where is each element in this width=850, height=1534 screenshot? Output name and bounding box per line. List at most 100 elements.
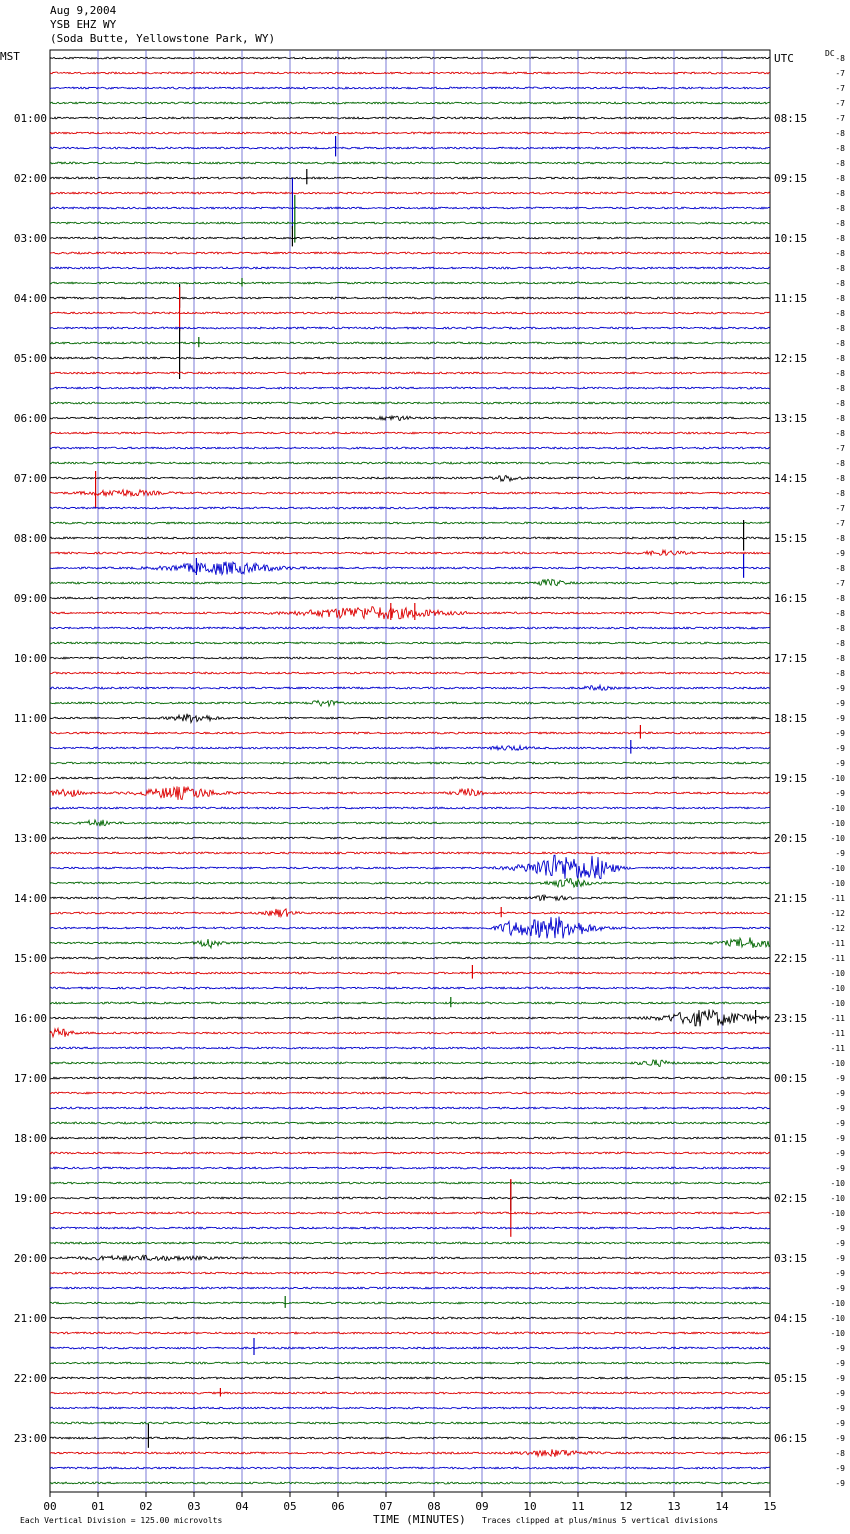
dc-offset-label: -9: [835, 1119, 845, 1128]
trace-20: [49, 356, 771, 360]
hour-label-right: 11:15: [774, 292, 807, 305]
dc-offset-label: -9: [835, 1389, 845, 1398]
dc-offset-label: -8: [835, 624, 845, 633]
hour-label-right: 02:15: [774, 1192, 807, 1205]
trace-89: [49, 1391, 771, 1395]
trace-1: [49, 71, 771, 75]
x-axis-title: TIME (MINUTES): [373, 1513, 466, 1526]
trace-69: [49, 1091, 771, 1095]
x-tick-label: 09: [475, 1500, 488, 1513]
trace-64: [49, 1009, 771, 1027]
trace-9: [49, 191, 771, 195]
trace-78: [49, 1226, 771, 1230]
trace-22: [49, 386, 771, 390]
trace-43: [49, 699, 771, 708]
dc-offset-label: -12: [831, 909, 846, 918]
dc-offset-label: -8: [835, 639, 845, 648]
dc-offset-label: -8: [835, 669, 845, 678]
dc-offset-label: -8: [835, 384, 845, 393]
dc-offset-label: -8: [835, 354, 845, 363]
trace-3: [49, 101, 771, 105]
hour-label-right: UTC: [774, 52, 794, 65]
trace-70: [49, 1106, 771, 1110]
trace-91: [49, 1421, 771, 1425]
dc-offset-label: -8: [835, 174, 845, 183]
hour-label-left: 20:00: [14, 1252, 47, 1265]
trace-32: [49, 536, 770, 540]
hour-label-left: 12:00: [14, 772, 47, 785]
dc-offset-label: -10: [831, 1329, 846, 1338]
trace-33: [49, 548, 771, 557]
trace-37: [49, 606, 771, 620]
trace-21: [49, 371, 770, 375]
trace-36: [49, 596, 771, 600]
trace-7: [49, 161, 771, 165]
dc-offset-label: -9: [835, 1404, 845, 1413]
trace-66: [49, 1046, 771, 1050]
trace-19: [49, 341, 771, 345]
trace-52: [50, 836, 771, 840]
hour-label-right: 21:15: [774, 892, 807, 905]
trace-65: [49, 1026, 771, 1039]
dc-offset-label: -8: [835, 264, 845, 273]
hour-label-right: 03:15: [774, 1252, 807, 1265]
hour-label-left: 18:00: [14, 1132, 47, 1145]
trace-54: [49, 854, 771, 880]
dc-offset-label: -8: [835, 399, 845, 408]
dc-offset-label: -8: [835, 429, 845, 438]
trace-61: [49, 971, 771, 975]
hour-label-right: 23:15: [774, 1012, 807, 1025]
trace-82: [49, 1286, 771, 1290]
hour-label-right: 13:15: [774, 412, 807, 425]
dc-offset-label: -11: [831, 1014, 846, 1023]
dc-offset-label: -8: [835, 204, 845, 213]
header-date: Aug 9,2004: [50, 4, 117, 17]
trace-25: [49, 431, 771, 435]
dc-offset-label: -8: [835, 234, 845, 243]
trace-85: [49, 1331, 771, 1335]
dc-offset-label: -10: [831, 774, 846, 783]
dc-label: DC: [825, 49, 835, 58]
trace-46: [49, 744, 770, 752]
plot-frame: [49, 49, 771, 1493]
trace-47: [49, 761, 771, 765]
dc-offset-label: -8: [835, 324, 845, 333]
x-tick-label: 06: [331, 1500, 344, 1513]
dc-offset-label: -8: [835, 564, 845, 573]
trace-48: [49, 776, 771, 780]
hour-label-left: 15:00: [14, 952, 47, 965]
trace-63: [49, 1001, 770, 1005]
x-tick-label: 13: [667, 1500, 680, 1513]
trace-72: [49, 1136, 770, 1140]
trace-42: [49, 683, 771, 692]
x-tick-label: 03: [187, 1500, 200, 1513]
trace-44: [49, 713, 771, 725]
hour-label-right: 01:15: [774, 1132, 807, 1145]
dc-offset-label: -7: [835, 69, 845, 78]
dc-offset-label: -8: [835, 144, 845, 153]
x-tick-label: 01: [91, 1500, 104, 1513]
dc-offset-label: -9: [835, 549, 845, 558]
trace-14: [49, 266, 771, 270]
dc-offset-label: -9: [835, 684, 845, 693]
dc-offset-label: -8: [835, 129, 845, 138]
hour-label-left: 07:00: [14, 472, 47, 485]
trace-35: [49, 578, 771, 587]
hour-label-right: 06:15: [774, 1432, 807, 1445]
trace-5: [49, 131, 771, 135]
hour-label-right: 20:15: [774, 832, 807, 845]
dc-offset-label: -9: [835, 714, 845, 723]
trace-94: [49, 1466, 771, 1470]
dc-offset-label: -10: [831, 1059, 846, 1068]
dc-offset-label: -10: [831, 1209, 846, 1218]
dc-offset-label: -9: [835, 699, 845, 708]
hour-label-right: 17:15: [774, 652, 807, 665]
trace-67: [49, 1059, 771, 1067]
trace-76: [49, 1196, 771, 1200]
trace-51: [49, 818, 771, 827]
dc-offset-label: -10: [831, 804, 846, 813]
dc-offset-label: -8: [835, 294, 845, 303]
dc-offset-label: -8: [835, 489, 845, 498]
trace-79: [49, 1241, 771, 1245]
seismic-traces: [49, 56, 771, 1485]
